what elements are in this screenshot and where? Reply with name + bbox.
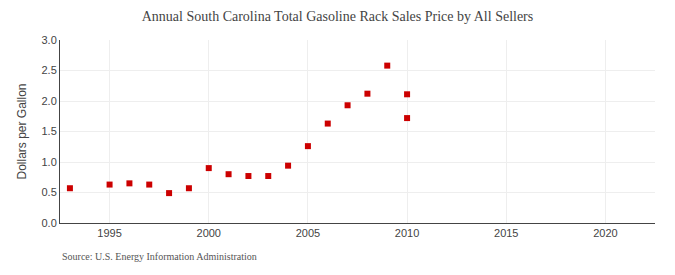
svg-text:Dollars per Gallon: Dollars per Gallon xyxy=(15,83,29,179)
svg-text:2015: 2015 xyxy=(494,227,518,239)
svg-text:1.5: 1.5 xyxy=(42,125,57,137)
svg-text:3.0: 3.0 xyxy=(42,34,57,46)
svg-text:2010: 2010 xyxy=(395,227,419,239)
svg-text:2000: 2000 xyxy=(197,227,221,239)
svg-text:0.5: 0.5 xyxy=(42,186,57,198)
svg-text:Annual South Carolina Total Ga: Annual South Carolina Total Gasoline Rac… xyxy=(142,9,533,24)
svg-text:Source: U.S. Energy Informatio: Source: U.S. Energy Information Administ… xyxy=(62,251,257,262)
svg-text:2.0: 2.0 xyxy=(42,95,57,107)
svg-text:2005: 2005 xyxy=(296,227,320,239)
svg-text:0.0: 0.0 xyxy=(42,217,57,229)
svg-text:1995: 1995 xyxy=(97,227,121,239)
svg-text:1.0: 1.0 xyxy=(42,156,57,168)
svg-text:2.5: 2.5 xyxy=(42,64,57,76)
svg-text:2020: 2020 xyxy=(593,227,617,239)
